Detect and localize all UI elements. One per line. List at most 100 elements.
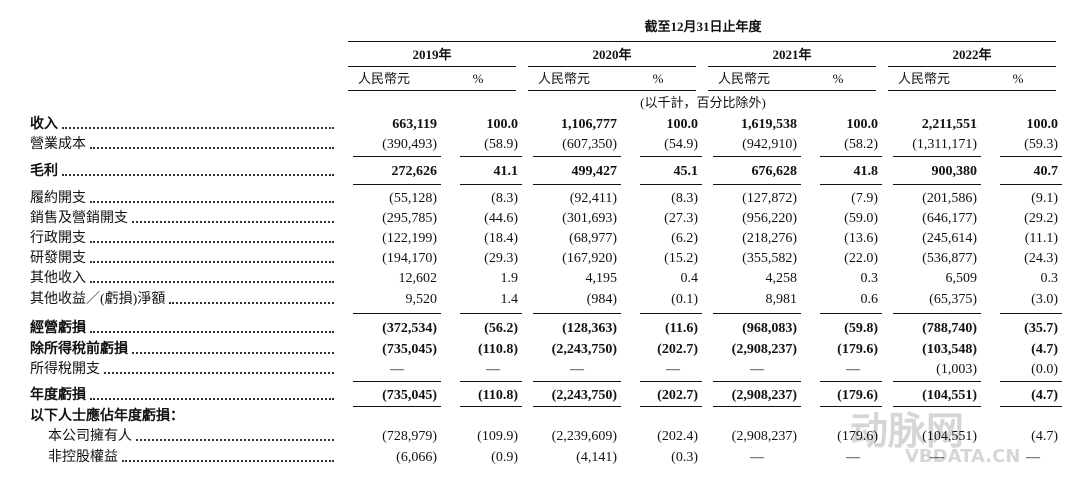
cell: (942,910): [742, 137, 797, 152]
cell: 6,509: [945, 271, 978, 286]
cell: (179.6): [837, 429, 878, 444]
cell: (2,243,750): [551, 342, 617, 357]
cell: (194,170): [382, 251, 437, 266]
cell: (968,083): [742, 321, 797, 336]
leader: [132, 221, 334, 223]
cell: (11.6): [664, 321, 698, 336]
cell: (92,411): [569, 191, 617, 206]
cell: (295,785): [382, 211, 437, 226]
cell: (7.9): [851, 191, 878, 206]
year-header: 2022年: [952, 47, 992, 62]
label-text: 年度虧損: [30, 388, 86, 403]
label-text: 毛利: [30, 164, 58, 179]
label-text: 履約開支: [30, 191, 86, 206]
cell: 676,628: [751, 164, 798, 179]
cell: 9,520: [405, 292, 438, 307]
rule: [820, 156, 882, 157]
rule: [353, 184, 441, 185]
cell: 0.3: [1040, 271, 1059, 286]
cell: 272,626: [391, 164, 438, 179]
subheader: %: [472, 71, 484, 86]
cell: (122,199): [382, 231, 437, 246]
cell: (29.3): [484, 251, 518, 266]
rule: [820, 381, 882, 382]
rule: [820, 313, 882, 314]
row-label: 其他收入: [30, 270, 338, 288]
rule: [893, 313, 981, 314]
cell: (202.7): [657, 342, 698, 357]
cell: 41.1: [493, 164, 519, 179]
cell: (2,243,750): [551, 388, 617, 403]
rule: [888, 66, 1056, 67]
rule: [533, 381, 621, 382]
rule: [460, 313, 522, 314]
cell: —: [666, 362, 680, 377]
rule: [713, 313, 801, 314]
cell: —: [570, 362, 584, 377]
rule: [820, 406, 882, 407]
cell: (128,363): [562, 321, 617, 336]
subheader: %: [832, 71, 844, 86]
rule: [893, 156, 981, 157]
label-text: 所得稅開支: [30, 362, 100, 377]
cell: (8.3): [671, 191, 698, 206]
rule: [460, 184, 522, 185]
leader: [136, 439, 334, 441]
row-label: 其他收益／(虧損)淨額: [30, 291, 338, 309]
rule: [348, 90, 516, 91]
cell: (59.0): [844, 211, 878, 226]
leader: [122, 460, 334, 462]
rule: [708, 90, 876, 91]
cell: (2,908,237): [731, 342, 797, 357]
cell: 1.4: [500, 292, 519, 307]
cell: 1.9: [500, 271, 519, 286]
cell: 12,602: [398, 271, 438, 286]
cell: (24.3): [1024, 251, 1058, 266]
leader: [104, 372, 334, 374]
cell: (6,066): [396, 450, 437, 465]
row-label: 行政開支: [30, 230, 338, 248]
cell: (4.7): [1031, 342, 1058, 357]
cell: (27.3): [664, 211, 698, 226]
cell: (54.9): [664, 137, 698, 152]
cell: (301,693): [562, 211, 617, 226]
cell: (9.1): [1031, 191, 1058, 206]
cell: (58.9): [484, 137, 518, 152]
cell: (956,220): [742, 211, 797, 226]
header-title: 截至12月31日止年度: [644, 19, 762, 34]
cell: (59.8): [844, 321, 878, 336]
cell: (201,586): [922, 191, 977, 206]
cell: (8.3): [491, 191, 518, 206]
cell: (4.7): [1031, 429, 1058, 444]
rule: [460, 406, 522, 407]
row-label: 履約開支: [30, 190, 338, 208]
year-header: 2019年: [412, 47, 452, 62]
cell: (202.4): [657, 429, 698, 444]
subheader: 人民幣元: [538, 71, 591, 86]
subheader: %: [652, 71, 664, 86]
year-header: 2021年: [772, 47, 812, 62]
label-text: 銷售及營銷開支: [30, 211, 128, 226]
label-text: 除所得稅前虧損: [30, 342, 128, 357]
cell: (29.2): [1024, 211, 1058, 226]
row-label: 年度虧損: [30, 387, 338, 405]
cell: (2,908,237): [731, 388, 797, 403]
cell: (103,548): [922, 342, 977, 357]
rule: [533, 156, 621, 157]
rule: [348, 41, 1056, 42]
cell: 100.0: [1026, 117, 1059, 132]
cell: —: [930, 450, 944, 465]
subheader: 人民幣元: [358, 71, 411, 86]
cell: (984): [586, 292, 617, 307]
cell: —: [390, 362, 404, 377]
row-label: 收入: [30, 116, 338, 134]
cell: 2,211,551: [921, 117, 977, 132]
leader: [62, 174, 334, 176]
leader: [90, 147, 334, 149]
rule: [1000, 156, 1062, 157]
label-text: 本公司擁有人: [48, 429, 132, 444]
cell: (15.2): [664, 251, 698, 266]
rule: [353, 406, 441, 407]
cell: 40.7: [1033, 164, 1059, 179]
